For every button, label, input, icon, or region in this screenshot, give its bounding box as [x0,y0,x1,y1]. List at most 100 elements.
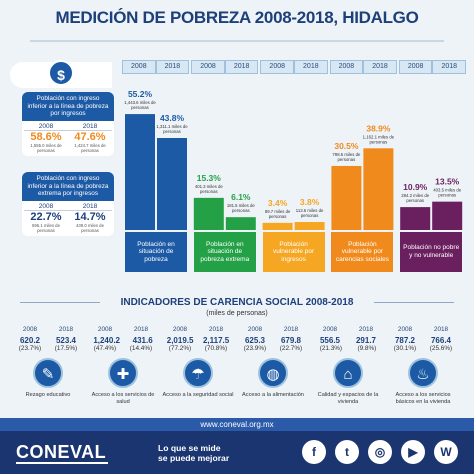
card-year: 2018 [68,203,112,211]
card-pct: 47.6% [74,130,106,143]
extreme-income-poverty-card: Población con ingreso inferior a la líne… [22,172,114,236]
year-label: 2018 [294,60,328,74]
indicator-pct-2018: (17.5%) [54,345,78,352]
housing-icon: ⌂ [333,358,363,388]
indicator-pct-2008: (21.3%) [319,345,343,352]
youtube-icon[interactable]: ▶ [401,440,425,464]
indicator-pct-2018: (22.7%) [279,345,303,352]
indicator-values: 1,240.2 431.6 [87,336,159,345]
indicator-pcts: (47.4%) (14.4%) [87,345,159,352]
indicator-year: 2008 [97,326,113,333]
indicator-pcts: (30.1%) (25.6%) [387,345,459,352]
indicator-social-security: 2008 2018 2,019.5 2,117.5 (77.2%) (70.8%) ☂ Acc… [162,326,234,399]
indicator-years: 2008 2018 [162,326,234,333]
indicator-value-2008: 1,240.2 [93,336,121,345]
footer [0,431,474,474]
section-divider-right [374,302,454,303]
poverty-bar-chart: 55.2%1,443.6 miles depersonas43.8%1,311.… [124,89,463,230]
card-year: 2008 [24,123,68,131]
food-icon: ◍ [258,358,288,388]
indicator-value-2018: 431.6 [132,336,153,345]
title-divider [30,40,444,42]
bar-persons-label: personas [406,198,424,203]
indicator-value-2018: 766.4 [430,336,452,345]
year-label: 2008 [191,60,225,74]
water-tap-icon: ♨ [408,358,438,388]
indicator-label: Rezago educativo [25,392,71,398]
indicator-pct-2018: (70.8%) [204,345,228,352]
website-url[interactable]: www.coneval.org.mx [0,418,474,431]
bar-persons-label: 1,162.1 miles de [363,134,395,139]
indicator-pct-2018: (25.6%) [429,345,453,352]
bar-persons-label: 284.2 miles de [401,193,430,198]
category-label: Población vulnerable por ingresos [262,232,325,272]
bar-2008-cat-4 [400,207,431,230]
bar-pct-label: 30.5% [334,141,359,151]
indicator-year: 2008 [247,326,263,333]
bar-pct-label: 43.8% [160,113,185,123]
education-icon: ✎ [33,358,63,388]
bar-pct-label: 3.4% [268,198,288,208]
bar-2008-cat-1 [193,197,224,230]
bar-2018-cat-2 [294,222,325,230]
facebook-icon[interactable]: f [302,440,326,464]
indicator-pcts: (21.3%) (9.8%) [312,345,384,352]
bar-2018-cat-3 [363,148,394,230]
card-persons: 596.1 miles de personas [32,222,60,233]
category-label: Población vulnerable por carencias socia… [331,232,394,272]
coneval-logo: CONEVAL [16,442,107,462]
income-poverty-card: Población con ingreso inferior a la líne… [22,92,114,156]
bar-2018-cat-4 [432,201,463,230]
indicator-pct-2008: (23.9%) [243,345,267,352]
indicator-years: 2008 2018 [87,326,159,333]
indicator-values: 2,019.5 2,117.5 [162,336,234,345]
year-strip: 2008 2018 2008 2018 2008 2018 2008 2018 2008… [122,60,467,74]
twitter-icon[interactable]: t [335,440,359,464]
indicator-year: 2008 [172,326,188,333]
indicator-years: 2008 2018 [237,326,309,333]
indicator-values: 625.3 679.8 [237,336,309,345]
instagram-icon[interactable]: ◎ [368,440,392,464]
bar-persons-label: personas [232,208,250,213]
indicator-label: Acceso a la alimentación [242,392,304,398]
bar-pct-label: 38.9% [366,123,391,133]
bar-persons-label: 401.3 miles de [195,184,224,189]
bar-2018-cat-1 [225,217,256,230]
indicators-title: INDICADORES DE CARENCIA SOCIAL 2008-2018 [120,297,354,308]
indicator-value-2008: 2,019.5 [166,336,194,345]
bar-2008-cat-2 [262,222,293,230]
bar-pct-label: 10.9% [403,182,428,192]
bar-pct-label: 3.8% [300,197,320,207]
card-year: 2008 [24,203,68,211]
bar-persons-label: 798.6 miles de [332,152,361,157]
wikipedia-icon[interactable]: W [434,440,458,464]
indicator-year: 2018 [208,326,224,333]
bar-pct-label: 15.3% [197,173,222,183]
slogan: Lo que se mide se puede mejorar [158,443,229,463]
bar-persons-label: 1,443.6 miles de [124,100,156,105]
year-label: 2018 [155,60,190,74]
indicator-year: 2018 [133,326,149,333]
indicator-pcts: (23.7%) (17.5%) [12,345,84,352]
indicator-pct-2018: (14.4%) [129,345,153,352]
indicator-pct-2008: (23.7%) [18,345,42,352]
indicator-year: 2018 [58,326,74,333]
indicator-label: Acceso a la seguridad social [162,392,234,398]
indicator-pct-2018: (9.8%) [357,345,377,352]
bar-2018-cat-0 [157,138,187,230]
year-label: 2018 [363,60,397,74]
card-persons: 439.0 miles de personas [76,222,104,233]
indicator-year: 2008 [22,326,38,333]
indicator-year: 2008 [397,326,413,333]
indicator-value-2008: 787.2 [394,336,416,345]
bar-2008-cat-0 [125,114,155,230]
section-divider-left [20,302,100,303]
year-label: 2018 [432,60,467,74]
year-label: 2008 [398,60,433,74]
indicator-value-2018: 291.7 [355,336,377,345]
year-label: 2008 [329,60,364,74]
indicator-pct-2008: (47.4%) [93,345,117,352]
indicator-years: 2008 2018 [387,326,459,333]
indicator-label: Calidad y espacios de la vivienda [317,392,379,405]
category-label: Población en situación de pobreza [125,232,187,272]
